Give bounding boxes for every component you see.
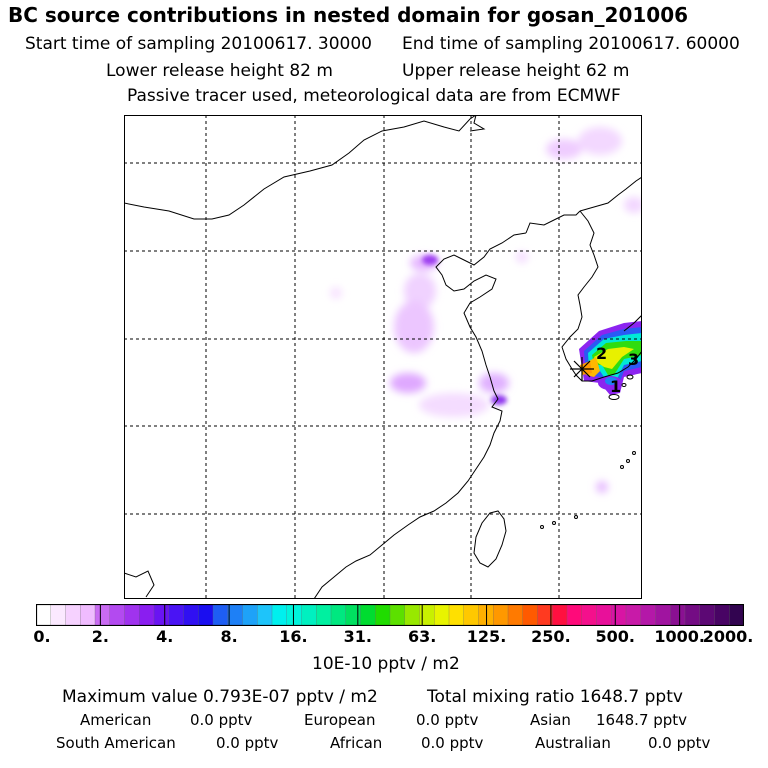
- colorbar-tick-label: 500.: [595, 627, 636, 646]
- colorbar-cell: [463, 604, 480, 626]
- map-background: [124, 115, 642, 599]
- colorbar-frame: [36, 604, 744, 626]
- start-time-label: Start time of sampling 20100617. 30000: [25, 34, 372, 54]
- region-value-south-american: 0.0 pptv: [216, 734, 279, 752]
- colorbar-cell: [80, 604, 96, 626]
- region-name-american: American: [80, 711, 152, 729]
- receptor-label-2: 2: [596, 344, 607, 363]
- colorbar-cell: [109, 604, 126, 626]
- colorbar-cell: [581, 604, 598, 626]
- region-value-asian: 1648.7 pptv: [596, 711, 688, 729]
- star-icon: [570, 357, 594, 381]
- colorbar-tick-label: 2000.: [702, 627, 754, 646]
- colorbar-cell: [124, 604, 140, 626]
- colorbar-cell: [552, 604, 568, 626]
- colorbar-tick-label: 63.: [408, 627, 437, 646]
- colorbar-tick-label: 1000.: [654, 627, 705, 646]
- max-value-label: Maximum value 0.793E-07 pptv / m2: [62, 687, 378, 707]
- colorbar-cell: [448, 604, 465, 626]
- colorbar-major-ticks: [99, 604, 681, 626]
- region-value-american: 0.0 pptv: [190, 711, 253, 729]
- region-value-european: 0.0 pptv: [416, 711, 479, 729]
- colorbar-cell: [50, 604, 67, 626]
- colorbar-cell: [316, 604, 332, 626]
- colorbar-cell: [404, 604, 421, 626]
- plume-north-china: [330, 127, 642, 493]
- colorbar-cell: [596, 604, 612, 626]
- colorbar-cell: [625, 604, 642, 626]
- region-name-asian: Asian: [530, 711, 571, 729]
- colorbar-cell: [257, 604, 273, 626]
- colorbar-cell: [729, 604, 744, 626]
- colorbar-cell: [65, 604, 81, 626]
- colorbar-cell: [684, 604, 701, 626]
- region-name-south-american: South American: [56, 734, 176, 752]
- coastlines-borders: [124, 115, 642, 599]
- upper-release-label: Upper release height 62 m: [402, 61, 630, 81]
- colorbar-cell: [493, 604, 509, 626]
- colorbar-cell: [507, 604, 524, 626]
- colorbar-cell: [389, 604, 406, 626]
- colorbar-cell: [139, 604, 155, 626]
- colorbar-cell: [566, 604, 583, 626]
- colorbar-cell: [699, 604, 716, 626]
- colorbar-tick-label: 0.: [33, 627, 51, 646]
- colorbar-tick-label: 16.: [279, 627, 308, 646]
- colorbar-cell: [286, 604, 303, 626]
- colorbar-cell: [183, 604, 199, 626]
- region-name-european: European: [304, 711, 376, 729]
- colorbar-cell: [345, 604, 362, 626]
- receptor-marker: 1 2 3: [570, 344, 639, 396]
- colorbar-cell: [36, 604, 52, 626]
- end-time-label: End time of sampling 20100617. 60000: [402, 34, 740, 54]
- colorbar: [36, 604, 744, 626]
- colorbar-cell: [242, 604, 258, 626]
- colorbar-cell: [434, 604, 450, 626]
- region-value-african: 0.0 pptv: [421, 734, 484, 752]
- colorbar-cell: [522, 604, 539, 626]
- colorbar-tick-label: 31.: [343, 627, 372, 646]
- colorbar-cell: [640, 604, 657, 626]
- plume-korea-receptor: [579, 321, 642, 395]
- colorbar-tick-label: 4.: [156, 627, 174, 646]
- colorbar-cells: [36, 604, 744, 626]
- colorbar-cell: [227, 604, 244, 626]
- colorbar-tick-label: 250.: [531, 627, 571, 646]
- map-frame: [124, 115, 642, 599]
- region-name-australian: Australian: [535, 734, 611, 752]
- colorbar-units: 10E-10 pptv / m2: [312, 654, 460, 674]
- colorbar-cell: [271, 604, 288, 626]
- colorbar-cell: [212, 604, 229, 626]
- colorbar-cell: [360, 604, 376, 626]
- map-panel: 1 2 3: [124, 115, 642, 599]
- receptor-label-3: 3: [628, 350, 639, 369]
- receptor-label-1: 1: [610, 377, 621, 396]
- region-name-african: African: [330, 734, 383, 752]
- region-value-australian: 0.0 pptv: [648, 734, 711, 752]
- colorbar-cell: [670, 604, 686, 626]
- colorbar-cell: [301, 604, 317, 626]
- colorbar-cell: [94, 604, 111, 626]
- total-mixing-label: Total mixing ratio 1648.7 pptv: [427, 687, 683, 707]
- colorbar-cell: [168, 604, 185, 626]
- colorbar-tick-label: 125.: [466, 627, 507, 646]
- colorbar-cell: [330, 604, 347, 626]
- colorbar-cell: [714, 604, 730, 626]
- colorbar-cell: [153, 604, 170, 626]
- colorbar-cell: [655, 604, 671, 626]
- tracer-info-label: Passive tracer used, meteorological data…: [127, 86, 621, 106]
- colorbar-tick-label: 8.: [220, 627, 238, 646]
- lat-lon-grid: [124, 115, 642, 599]
- colorbar-cell: [198, 604, 214, 626]
- colorbar-tick-label: 2.: [91, 627, 109, 646]
- colorbar-cell: [375, 604, 391, 626]
- page-title: BC source contributions in nested domain…: [8, 3, 689, 27]
- colorbar-cell: [611, 604, 627, 626]
- lower-release-label: Lower release height 82 m: [106, 61, 333, 81]
